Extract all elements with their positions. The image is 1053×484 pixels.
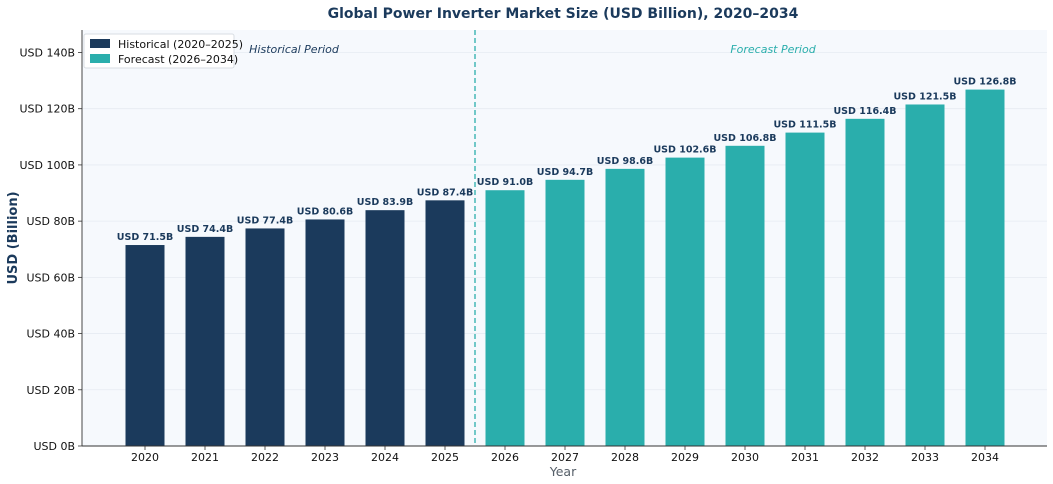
x-tick-label-2028: 2028 xyxy=(611,451,639,464)
data-labels: USD 71.5B USD 74.4B USD 77.4B USD 80.6B USD … xyxy=(117,77,1017,243)
y-tick-label: USD 80B xyxy=(26,215,75,228)
legend-label-historical: Historical (2020–2025) xyxy=(118,38,243,51)
historical-period-annotation: Historical Period xyxy=(249,43,340,56)
legend: Historical (2020–2025) Forecast (2026–20… xyxy=(83,33,243,69)
bar-2034 xyxy=(965,89,1005,447)
data-label-2023: USD 80.6B xyxy=(297,206,353,217)
legend-label-forecast: Forecast (2026–2034) xyxy=(118,53,238,66)
y-tick-label: USD 60B xyxy=(26,271,75,284)
x-tick-label-2027: 2027 xyxy=(551,451,579,464)
data-label-2028: USD 98.6B xyxy=(597,156,653,167)
x-tick-label-2031: 2031 xyxy=(791,451,819,464)
data-label-2026: USD 91.0B xyxy=(477,177,533,188)
y-tick-label: USD 40B xyxy=(26,328,75,341)
data-label-2021: USD 74.4B xyxy=(177,224,233,235)
bar-2028 xyxy=(605,168,645,446)
bar-2025 xyxy=(425,200,465,446)
x-tick-label-2021: 2021 xyxy=(191,451,219,464)
x-tick-label-2023: 2023 xyxy=(311,451,339,464)
bar-2026 xyxy=(485,190,525,446)
bar-2023 xyxy=(305,219,345,446)
data-label-2024: USD 83.9B xyxy=(357,197,413,208)
data-label-2032: USD 116.4B xyxy=(833,106,896,117)
data-label-2022: USD 77.4B xyxy=(237,215,293,226)
tick-labels: USD 0B USD 20B USD 40B USD 60B USD 80B USD 10… xyxy=(19,46,999,464)
y-tick-label: USD 0B xyxy=(33,440,75,453)
x-tick-label-2020: 2020 xyxy=(131,451,159,464)
bar-2031 xyxy=(785,132,825,446)
y-tick-label: USD 120B xyxy=(19,103,75,116)
bar-2022 xyxy=(245,228,285,446)
forecast-period-annotation: Forecast Period xyxy=(730,43,816,56)
data-label-2033: USD 121.5B xyxy=(893,91,956,102)
data-label-2034: USD 126.8B xyxy=(953,77,1016,88)
legend-swatch-forecast xyxy=(90,54,110,63)
x-axis-title: Year xyxy=(549,464,577,479)
data-label-2025: USD 87.4B xyxy=(417,187,473,198)
bar-2032 xyxy=(845,118,885,446)
x-tick-label-2029: 2029 xyxy=(671,451,699,464)
x-tick-label-2026: 2026 xyxy=(491,451,519,464)
x-tick-label-2032: 2032 xyxy=(851,451,879,464)
data-label-2027: USD 94.7B xyxy=(537,167,593,178)
legend-box xyxy=(83,33,235,69)
x-tick-label-2030: 2030 xyxy=(731,451,759,464)
bars xyxy=(125,89,1005,447)
bar-2029 xyxy=(665,157,705,446)
x-tick-label-2024: 2024 xyxy=(371,451,399,464)
data-label-2020: USD 71.5B xyxy=(117,232,173,243)
x-tick-label-2033: 2033 xyxy=(911,451,939,464)
legend-swatch-historical xyxy=(90,39,110,48)
data-label-2031: USD 111.5B xyxy=(773,120,836,131)
x-tick-label-2025: 2025 xyxy=(431,451,459,464)
bar-2033 xyxy=(905,104,945,447)
y-axis-title: USD (Billion) xyxy=(6,191,21,284)
data-label-2029: USD 102.6B xyxy=(653,145,716,156)
bar-2020 xyxy=(125,245,165,446)
x-tick-label-2022: 2022 xyxy=(251,451,279,464)
bar-2021 xyxy=(185,236,225,446)
axes xyxy=(81,30,1047,447)
x-tick-label-2034: 2034 xyxy=(971,451,999,464)
y-tick-label: USD 100B xyxy=(19,159,75,172)
y-tick-label: USD 140B xyxy=(19,46,75,59)
bar-2027 xyxy=(545,179,585,446)
bar-2030 xyxy=(725,145,765,446)
bar-2024 xyxy=(365,210,405,446)
y-tick-label: USD 20B xyxy=(26,384,75,397)
chart-title: Global Power Inverter Market Size (USD B… xyxy=(328,6,799,22)
data-label-2030: USD 106.8B xyxy=(713,133,776,144)
